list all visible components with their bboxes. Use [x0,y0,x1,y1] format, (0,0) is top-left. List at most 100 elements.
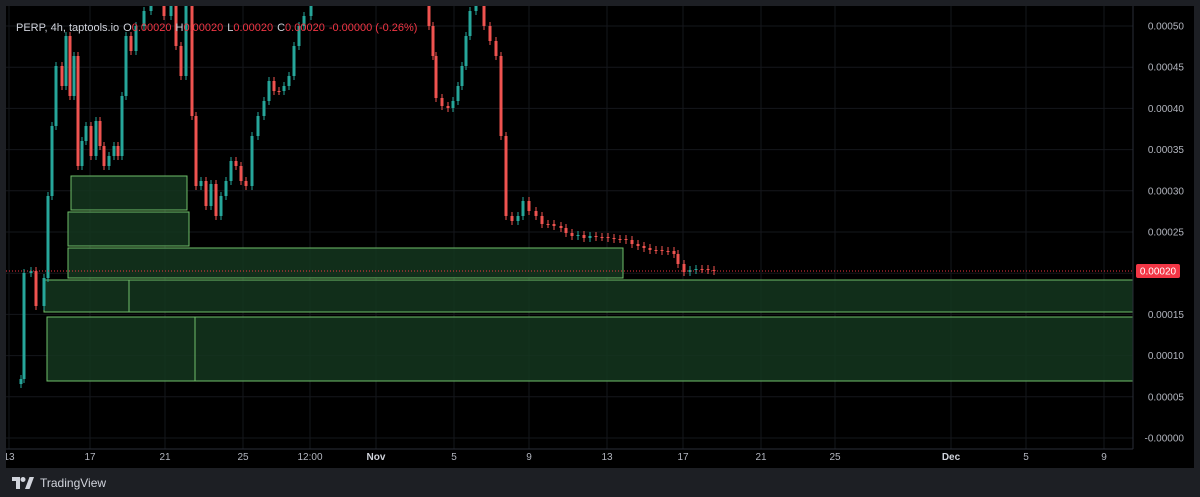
candle-up [451,101,455,108]
candle-up [46,196,50,278]
legend-low-value: 0.00020 [233,22,274,34]
candle-down [672,251,676,254]
candle-up [292,46,296,76]
candle-down [510,216,514,221]
time-axis[interactable]: 13 17 21 25 12:00 Nov 5 9 13 17 21 25 Dec 5 9 [6,452,1107,463]
candle-up [516,216,520,221]
price-tick-label: 0.00035 [1148,145,1185,156]
time-tick-label: Nov [367,452,386,463]
price-axis-background [1133,6,1194,468]
candle-up [262,101,266,116]
time-tick-label: 5 [1023,452,1029,463]
time-tick-label: 5 [451,452,457,463]
candle-up [54,66,58,126]
candle-up [209,184,213,206]
candle-down [504,136,508,216]
candle-down [239,166,243,181]
candle-down [194,116,198,186]
footer-bar: TradingView [0,468,1200,497]
candle-up [142,11,146,26]
time-tick-label: 13 [6,452,15,463]
tradingview-brand: TradingView [40,476,107,490]
candle-up [250,136,254,186]
candle-up [282,86,286,91]
chart-panel[interactable]: 0.00050 0.00045 0.00040 0.00035 0.00030 0.000… [6,6,1194,468]
candle-down [482,6,486,26]
candle-up [169,6,173,16]
price-tick-label: 0.00050 [1148,22,1185,33]
time-tick-label: 25 [237,452,249,463]
zone-rectangle[interactable] [46,316,1134,382]
candle-down [129,36,133,51]
candle-up [588,236,592,238]
candle-down [34,271,38,306]
candle-up [256,116,260,136]
candle-down [636,244,640,246]
time-tick-label: Dec [942,452,961,463]
candle-down [546,224,550,225]
legend-change: -0.00000 (-0.26%) [328,22,418,34]
candle-up [22,273,26,379]
candle-down [676,254,680,264]
candle-up [460,66,464,86]
candle-down [682,264,686,272]
candle-up [80,141,84,166]
candle-down [204,181,208,206]
candle-up [521,201,525,216]
candle-down [706,269,710,270]
time-tick-label: 17 [677,452,689,463]
last-price-badge: 0.00020 [1136,264,1180,278]
zone-rectangle[interactable] [67,247,624,279]
candle-down [564,228,568,233]
candle-up [576,235,580,236]
candle-up [107,156,111,166]
candle-down [527,201,531,211]
price-axis[interactable]: 0.00050 0.00045 0.00040 0.00035 0.00030 0.000… [1145,22,1185,445]
legend-open-label: O [123,22,132,34]
zone-rectangle[interactable] [43,279,1134,313]
price-tick-label: 0.00030 [1148,186,1185,197]
candle-down [582,235,586,238]
candle-down [102,146,106,166]
candle-up [94,121,98,156]
legend-high-label: H [175,22,184,34]
price-chart[interactable]: 0.00050 0.00045 0.00040 0.00035 0.00030 0.000… [6,6,1194,468]
price-tick-label: 0.00015 [1148,310,1185,321]
time-tick-label: 21 [755,452,767,463]
candle-down [446,106,450,108]
chart-legend: PERP, 4h, taptools.io O0.00020 H0.00020 … [16,20,417,36]
candle-down [277,91,281,92]
candle-up [309,6,313,16]
candle-up [29,271,33,273]
candle-up [199,181,203,186]
candle-up [474,6,478,11]
time-tick-label: 17 [84,452,96,463]
candle-down [654,250,658,251]
candle-down [552,224,556,226]
candle-up [297,26,301,46]
price-tick-label: -0.00000 [1145,434,1185,445]
candle-down [174,6,178,46]
candle-down [666,251,670,252]
candle-down [89,126,93,156]
tradingview-logo[interactable]: TradingView [12,475,106,491]
legend-symbol[interactable]: PERP, 4h, taptools.io [16,22,120,34]
candle-up [267,81,271,101]
candle-up [112,146,116,156]
zone-rectangle[interactable] [70,175,188,211]
candle-down [234,161,238,166]
candle-up [42,278,46,306]
candle-down [534,211,538,216]
candle-down [68,36,72,96]
price-tick-label: 0.00005 [1148,392,1185,403]
candle-down [76,56,80,166]
time-tick-label: 9 [526,452,532,463]
time-tick-label: 12:00 [297,452,322,463]
zone-rectangle[interactable] [67,211,190,247]
price-tick-label: 0.00010 [1148,351,1185,362]
candle-down [618,239,622,240]
candle-down [214,184,218,216]
candle-down [570,233,574,236]
candle-down [116,146,120,156]
price-tick-label: 0.00025 [1148,228,1185,239]
